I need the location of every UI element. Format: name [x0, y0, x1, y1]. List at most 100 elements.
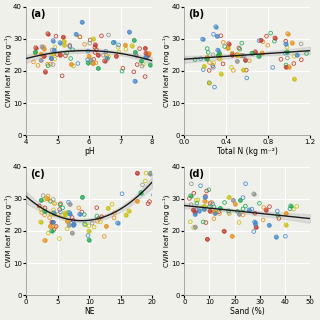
Point — [60, 213, 65, 218]
Point — [283, 222, 288, 227]
Point — [260, 217, 266, 222]
Point — [42, 205, 47, 211]
Point — [126, 208, 132, 213]
Point — [38, 220, 43, 225]
Point — [51, 220, 56, 225]
Point — [284, 211, 289, 216]
Point — [138, 190, 143, 195]
Point — [192, 212, 197, 217]
Point — [69, 62, 74, 67]
Y-axis label: CWM leaf N (mg g⁻¹): CWM leaf N (mg g⁻¹) — [4, 35, 12, 107]
Point — [299, 41, 304, 46]
Point — [123, 43, 128, 48]
Point — [239, 53, 244, 58]
Point — [129, 43, 134, 48]
Point — [285, 55, 290, 60]
Point — [221, 40, 226, 45]
Point — [192, 210, 197, 215]
Point — [39, 44, 44, 49]
Point — [202, 198, 207, 204]
Point — [38, 220, 43, 225]
Point — [213, 24, 218, 29]
Point — [263, 207, 268, 212]
Point — [283, 222, 288, 227]
Point — [63, 210, 68, 215]
Point — [191, 191, 196, 196]
Point — [82, 42, 87, 47]
Point — [114, 54, 119, 59]
Point — [197, 208, 202, 213]
Point — [257, 38, 262, 43]
Point — [41, 44, 46, 50]
Point — [33, 50, 38, 55]
Point — [143, 46, 148, 51]
Point — [272, 35, 277, 40]
Point — [66, 210, 71, 215]
Point — [45, 196, 50, 201]
Point — [133, 50, 138, 55]
Point — [65, 219, 70, 224]
Point — [212, 209, 217, 214]
Point — [45, 63, 51, 68]
Point — [204, 56, 209, 61]
Point — [82, 212, 87, 217]
Point — [109, 202, 115, 207]
Point — [231, 68, 236, 73]
Point — [219, 71, 224, 76]
Point — [45, 196, 50, 201]
Point — [200, 36, 205, 42]
Point — [57, 202, 62, 207]
Point — [226, 210, 231, 215]
Point — [217, 52, 222, 58]
Point — [143, 46, 148, 51]
Point — [290, 40, 295, 45]
Point — [214, 34, 220, 39]
Point — [67, 211, 72, 216]
Point — [114, 54, 119, 59]
Text: (d): (d) — [188, 169, 204, 179]
Point — [91, 61, 96, 66]
Point — [213, 209, 218, 214]
Point — [191, 207, 196, 212]
Point — [216, 209, 221, 214]
Point — [148, 171, 154, 176]
Point — [204, 56, 209, 61]
Point — [51, 38, 56, 43]
Point — [202, 204, 207, 209]
Point — [207, 80, 212, 85]
Point — [192, 210, 197, 215]
Point — [299, 57, 304, 62]
Point — [251, 191, 256, 196]
Point — [83, 222, 88, 228]
Point — [206, 50, 211, 55]
Point — [204, 188, 209, 194]
Point — [201, 67, 206, 72]
Point — [45, 31, 50, 36]
Point — [211, 65, 216, 70]
Point — [143, 179, 148, 184]
Point — [73, 32, 78, 37]
Point — [48, 199, 53, 204]
Point — [218, 206, 223, 211]
Point — [251, 191, 256, 196]
Point — [43, 69, 48, 74]
Point — [86, 228, 92, 234]
Point — [96, 52, 101, 58]
Point — [215, 47, 220, 52]
Point — [147, 199, 152, 204]
Point — [187, 196, 192, 201]
Point — [207, 80, 212, 85]
Point — [95, 219, 100, 224]
Point — [284, 64, 289, 69]
Point — [243, 58, 248, 63]
Point — [98, 219, 103, 224]
Point — [60, 73, 65, 78]
Point — [203, 195, 208, 200]
Point — [94, 47, 99, 52]
Point — [65, 226, 70, 231]
Point — [77, 212, 82, 217]
Point — [194, 201, 199, 206]
Point — [39, 198, 44, 203]
Point — [275, 213, 280, 218]
Point — [93, 42, 98, 47]
